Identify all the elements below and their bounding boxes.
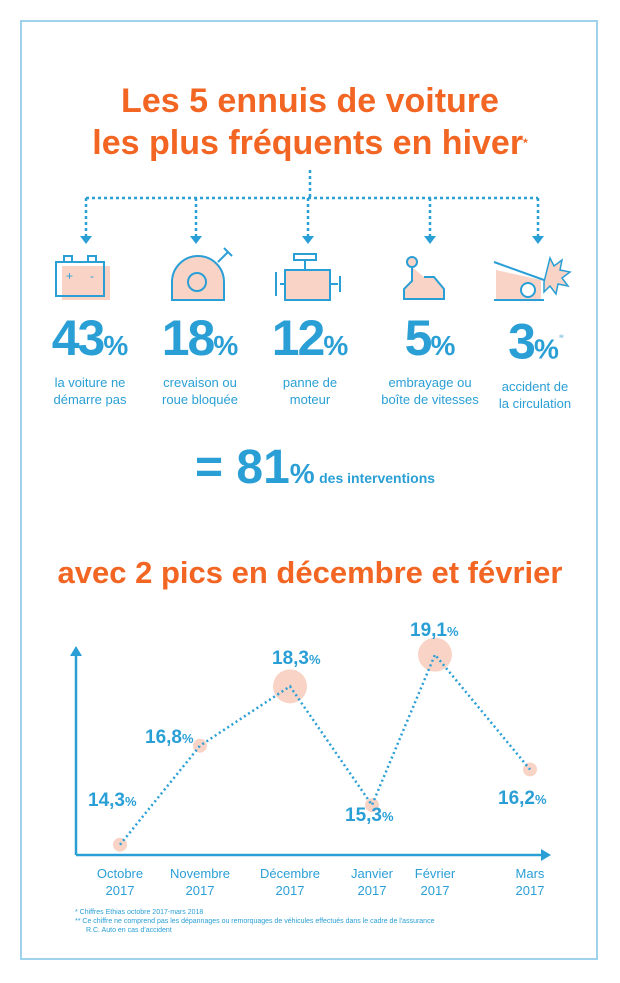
engine-icon: [275, 253, 341, 301]
stat-battery: 43% la voiture ne démarre pas: [51, 310, 129, 407]
x-tick-label: Novembre 2017: [170, 866, 230, 898]
data-point: [365, 798, 379, 813]
data-label: 16,2%: [498, 788, 547, 809]
data-label: 14,3%: [88, 790, 137, 811]
x-tick-label: Mars 2017: [515, 866, 545, 898]
battery-icon: + -: [55, 255, 110, 300]
subtitle: avec 2 pics en décembre et février: [57, 555, 563, 590]
flat-tire-icon: [171, 247, 233, 301]
series-line: [119, 652, 531, 846]
title-line-1: Les 5 ennuis de voiture: [121, 82, 499, 120]
stat-gearbox: 5% embrayage ou boîte de vitesses: [381, 310, 479, 407]
data-point: [193, 738, 207, 753]
footnote-3: R.C. Auto en cas d'accident: [86, 927, 172, 934]
footnote-1: * Chiffres Ethias octobre 2017-mars 2018: [75, 909, 204, 916]
data-label: 16,8%: [145, 727, 194, 748]
svg-text:-: -: [90, 269, 94, 283]
data-label: 19,1%: [410, 620, 459, 641]
title-line-2: les plus fréquents en hiver*: [92, 124, 528, 162]
x-tick-label: Octobre 2017: [96, 866, 144, 898]
data-point: [418, 637, 452, 672]
stat-engine: 12% panne de moteur: [271, 310, 349, 407]
axis-arrows: [70, 646, 551, 861]
stat-tire: 18% crevaison ou roue bloquée: [161, 310, 239, 407]
axes: [74, 650, 545, 857]
x-tick-label: Décembre 2017: [260, 866, 320, 898]
svg-text:+: +: [66, 269, 73, 283]
car-crash-icon: [493, 255, 572, 301]
data-label: 18,3%: [272, 648, 321, 669]
total-interventions: = 81% des interventions: [195, 441, 436, 494]
data-label: 15,3%: [345, 805, 394, 826]
x-tick-label: Janvier 2017: [351, 866, 393, 898]
footnote-2: ** Ce chiffre ne comprend pas les dépann…: [75, 918, 435, 925]
frame: [20, 20, 598, 960]
x-tick-label: Février 2017: [414, 866, 456, 898]
stat-accident: 3%** accident de la circulation: [498, 313, 572, 411]
gear-shift-icon: [403, 256, 445, 300]
